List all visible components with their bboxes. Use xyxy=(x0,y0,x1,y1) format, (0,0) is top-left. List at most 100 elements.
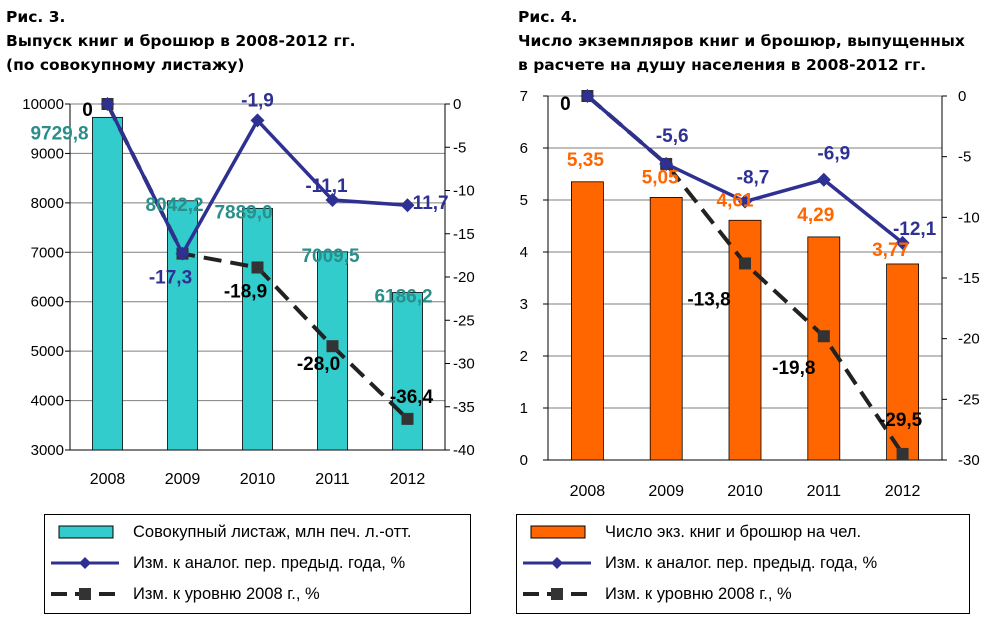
chart4-yoy-value-label: -6,9 xyxy=(817,144,850,165)
chart4-right-tick-label: -20 xyxy=(958,331,980,348)
legend-swatch-vs2008-line xyxy=(523,588,591,600)
chart4-bar-value-label: 3,77 xyxy=(872,240,909,261)
chart4-yoy-marker xyxy=(659,156,674,171)
chart3-right-tick-label: -25 xyxy=(453,312,475,329)
chart4-bar-value-label: 4,61 xyxy=(717,190,754,211)
chart4-zero-label: 0 xyxy=(560,94,571,115)
figure-4-title: Рис. 4. Число экземпляров книг и брошюр,… xyxy=(518,5,998,77)
chart3-bar xyxy=(392,292,423,451)
chart4-yoy-value-label: -8,7 xyxy=(737,168,770,189)
figure-3-label: Рис. 3. xyxy=(6,8,66,26)
chart4-bar-value-label: 5,35 xyxy=(567,150,604,171)
chart4-vs2008-marker xyxy=(817,330,830,343)
chart3-yoy-marker xyxy=(100,97,115,111)
chart3-category-label: 2012 xyxy=(390,471,426,488)
chart3-vs2008-value-label: -18,9 xyxy=(224,281,267,302)
legend-label-vs2008: Изм. к уровню 2008 г., % xyxy=(605,584,792,603)
figure-4-title-line-1: Число экземпляров книг и брошюр, выпущен… xyxy=(518,32,965,50)
legend-swatch-yoy-line xyxy=(51,557,119,569)
chart4-vs2008-value-label: -13,8 xyxy=(687,289,730,310)
chart4-yoy-marker xyxy=(580,89,595,103)
legend-swatch-yoy-line xyxy=(523,557,591,569)
chart3-left-tick-label: 6000 xyxy=(31,294,64,311)
chart4-bar-value-label: 5,05 xyxy=(642,167,679,188)
chart4-left-tick-label: 7 xyxy=(520,88,528,105)
chart4-bar xyxy=(728,219,762,461)
legend-item-yoy: Изм. к аналог. пер. предыд. года, % xyxy=(517,552,877,574)
chart3-bar-value-label: 7009,5 xyxy=(301,246,360,267)
chart3-bar xyxy=(92,116,123,451)
chart3-left-tick-label: 3000 xyxy=(31,442,64,459)
legend-label-yoy: Изм. к аналог. пер. предыд. года, % xyxy=(133,553,406,572)
chart3-right-tick-label: -40 xyxy=(453,442,475,459)
chart4-left-tick-label: 5 xyxy=(520,192,528,209)
chart3-yoy-value-label: -11,1 xyxy=(305,176,348,197)
chart3-vs2008-value-label: -28,0 xyxy=(297,354,340,375)
chart3-category-label: 2010 xyxy=(240,471,276,488)
chart3-vs2008-marker xyxy=(401,412,414,425)
chart3-right-tick-label: 0 xyxy=(453,96,461,113)
chart3-zero-label: 0 xyxy=(82,100,93,121)
chart3-vs2008-value-label: -36,4 xyxy=(390,387,434,408)
legend-swatch-vs2008-line xyxy=(51,588,119,600)
chart4-yoy-marker xyxy=(816,172,831,187)
legend-item-vs2008: Изм. к уровню 2008 г., % xyxy=(517,583,792,605)
chart3-vs2008-marker xyxy=(251,261,264,274)
chart3-bar-value-label: 6186,2 xyxy=(374,287,432,308)
chart4-vs2008-value-label: -29,5 xyxy=(879,410,923,431)
chart3-bar xyxy=(242,207,273,451)
figure-3-legend: Совокупный листаж, млн печ. л.-отт. Изм.… xyxy=(44,514,471,614)
chart4-vs2008-marker xyxy=(896,447,909,460)
legend-item-bars: Число экз. книг и брошюр на чел. xyxy=(517,521,861,543)
chart4-category-label: 2008 xyxy=(570,483,606,500)
chart3-right-tick-label: -20 xyxy=(453,269,475,286)
legend-item-vs2008: Изм. к уровню 2008 г., % xyxy=(45,583,320,605)
chart3-category-label: 2011 xyxy=(315,471,350,488)
chart4-right-tick-label: -25 xyxy=(958,391,980,408)
chart4-vs2008-value-label: -19,8 xyxy=(772,358,815,379)
chart3-right-tick-label: -30 xyxy=(453,356,475,373)
chart3-right-tick-label: -10 xyxy=(453,183,475,200)
chart4-right-tick-label: -30 xyxy=(958,452,980,469)
chart3-vs2008-marker xyxy=(326,340,339,353)
chart3-yoy-marker xyxy=(325,193,340,208)
chart3-left-tick-label: 9000 xyxy=(31,145,64,162)
chart4-bar xyxy=(807,236,841,461)
chart3-left-tick-label: 8000 xyxy=(31,195,64,212)
chart4-right-tick-label: -5 xyxy=(958,149,971,166)
chart4-right-tick-label: -10 xyxy=(958,209,980,226)
chart3-right-tick-label: -35 xyxy=(453,399,475,416)
chart4-right-tick-label: -15 xyxy=(958,270,980,287)
legend-item-bars: Совокупный листаж, млн печ. л.-отт. xyxy=(45,521,411,543)
chart3-left-tick-label: 7000 xyxy=(31,244,64,261)
chart3-yoy-marker xyxy=(250,113,265,128)
chart4-left-tick-label: 2 xyxy=(520,348,528,365)
chart4-category-label: 2011 xyxy=(807,483,842,500)
chart4-yoy-value-label: -5,6 xyxy=(656,126,689,147)
chart3-yoy-marker xyxy=(175,246,190,261)
chart3-left-tick-label: 10000 xyxy=(22,96,64,113)
chart4-bar-value-label: 4,29 xyxy=(797,205,834,226)
figure-4-title-line-2: в расчете на душу населения в 2008-2012 … xyxy=(518,56,927,74)
legend-label-yoy: Изм. к аналог. пер. предыд. года, % xyxy=(605,553,878,572)
legend-swatch-bar xyxy=(58,525,114,539)
chart4-category-label: 2012 xyxy=(885,483,921,500)
chart3-yoy-value-label: -1,9 xyxy=(241,90,274,111)
chart3-right-tick-label: -5 xyxy=(453,139,466,156)
chart3-yoy-value-label: -11,7 xyxy=(406,193,448,214)
chart3-yoy-marker xyxy=(400,198,415,213)
chart3-bar xyxy=(167,200,198,451)
chart4-left-tick-label: 1 xyxy=(520,400,528,417)
chart3-left-tick-label: 4000 xyxy=(31,393,64,410)
chart4-right-tick-label: 0 xyxy=(958,88,966,105)
legend-swatch-bar xyxy=(530,525,586,539)
chart3-left-tick-label: 5000 xyxy=(31,343,64,360)
chart4-left-tick-label: 6 xyxy=(520,140,528,157)
legend-label-bars: Число экз. книг и брошюр на чел. xyxy=(605,522,862,541)
chart4-category-label: 2009 xyxy=(648,483,684,500)
chart4-vs2008-marker xyxy=(739,257,751,270)
chart3-bar-value-label: 7889,0 xyxy=(214,202,272,223)
chart3-category-label: 2009 xyxy=(165,471,201,488)
legend-label-vs2008: Изм. к уровню 2008 г., % xyxy=(133,584,320,603)
chart3-bar-value-label: 9729,8 xyxy=(30,123,88,144)
